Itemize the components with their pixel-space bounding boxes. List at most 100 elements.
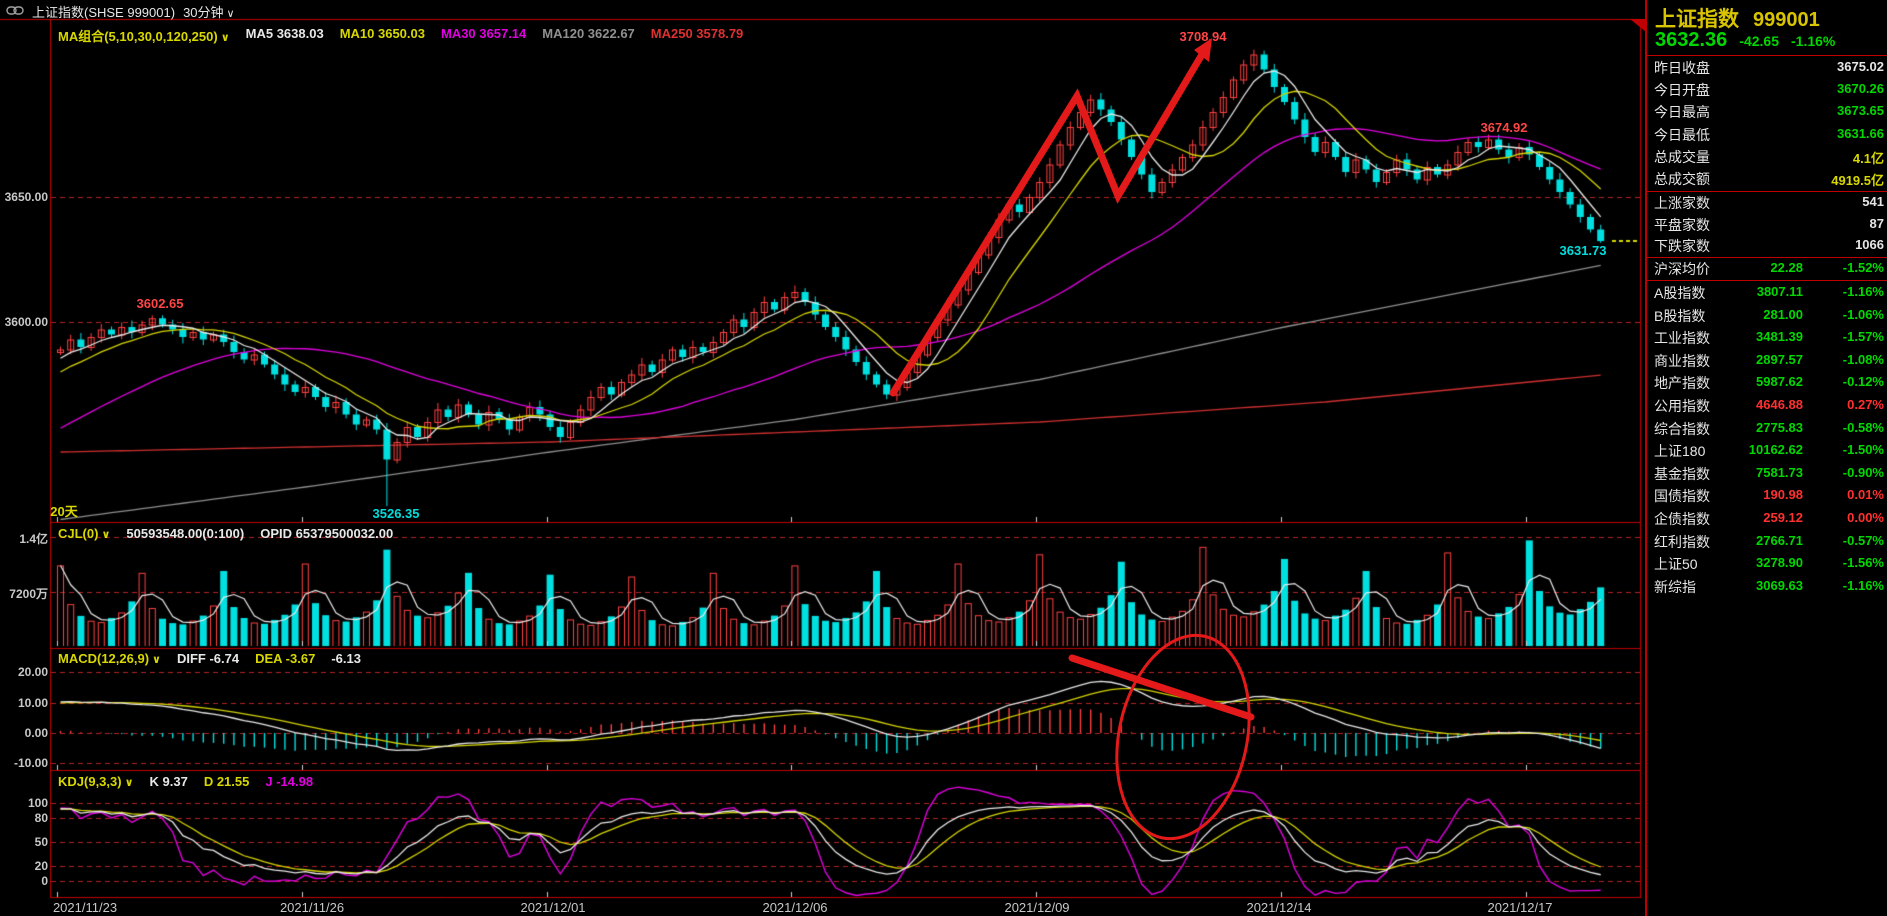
axis-tick-label: 20 <box>34 859 48 873</box>
chart-annotation: 3526.35 <box>372 506 420 521</box>
title-bar: 上证指数(SHSE 999001) 30分钟 ∨ <box>6 2 235 21</box>
index-row[interactable]: 红利指数 2766.71 -0.57% <box>1647 532 1887 554</box>
row-label: 沪深均价 <box>1654 261 1710 277</box>
index-row[interactable]: 综合指数 2775.83 -0.58% <box>1647 419 1887 441</box>
count-row: 上涨家数 541 <box>1647 193 1887 214</box>
row-percent: -1.52% <box>1842 260 1884 275</box>
panel-separator <box>1647 280 1887 281</box>
row-value: 22.28 <box>1770 260 1803 275</box>
indicator-value: MA10 3650.03 <box>339 26 425 41</box>
row-percent: -1.56% <box>1842 555 1884 571</box>
row-value: 541 <box>1862 194 1884 209</box>
indicator-value: D 21.55 <box>203 774 250 789</box>
cjl-indicator-dropdown[interactable]: CJL(0) ∨ <box>58 526 111 541</box>
row-label: 昨日收盘 <box>1654 60 1710 76</box>
row-value: 5987.62 <box>1756 374 1803 390</box>
axis-tick-label: 0 <box>41 874 48 888</box>
index-row[interactable]: 基金指数 7581.73 -0.90% <box>1647 464 1887 486</box>
kdj-indicator-dropdown[interactable]: KDJ(9,3,3) ∨ <box>58 774 134 789</box>
date-label: 2021/12/17 <box>1487 900 1553 915</box>
row-label: 总成交量 <box>1654 148 1710 165</box>
quote-panel: 上证指数 999001 3632.36 -42.65 -1.16% 昨日收盘 367… <box>1630 0 1887 916</box>
price-change-pct: -1.16% <box>1791 33 1836 49</box>
row-label: 今日最高 <box>1654 104 1710 121</box>
row-value: 1066 <box>1855 237 1884 252</box>
index-row[interactable]: 国债指数 190.98 0.01% <box>1647 486 1887 508</box>
row-value: 2775.83 <box>1756 419 1803 435</box>
row-value: 3069.63 <box>1756 577 1803 593</box>
quote-symbol-name: 上证指数 999001 <box>1655 8 1820 31</box>
date-label: 2021/12/06 <box>762 900 828 915</box>
row-value: 4.1亿 <box>1852 150 1884 166</box>
chevron-down-icon: ∨ <box>124 777 134 789</box>
row-value: 259.12 <box>1763 510 1803 525</box>
index-row[interactable]: B股指数 281.00 -1.06% <box>1647 306 1887 328</box>
axis-tick-label: 3650.00 <box>4 190 48 204</box>
summary-row: 今日最低 3631.66 <box>1647 125 1887 147</box>
row-label: 上证50 <box>1654 556 1698 573</box>
chart-annotation: 20天 <box>50 504 78 519</box>
summary-row: 今日开盘 3670.26 <box>1647 80 1887 102</box>
chart-annotation: 3708.94 <box>1179 29 1227 44</box>
row-value: 190.98 <box>1763 487 1803 503</box>
row-value: 2766.71 <box>1756 532 1803 548</box>
axis-tick-label: 0.00 <box>24 726 48 740</box>
summary-row: 总成交量 4.1亿 <box>1647 147 1887 169</box>
row-label: 今日最低 <box>1654 126 1710 143</box>
indicator-value: MA30 3657.14 <box>440 26 527 41</box>
row-label: 地产指数 <box>1654 375 1710 392</box>
row-percent: -1.57% <box>1842 329 1884 345</box>
row-value: 4646.88 <box>1756 397 1803 412</box>
index-row[interactable]: 工业指数 3481.39 -1.57% <box>1647 328 1887 350</box>
index-row[interactable]: 新综指 3069.63 -1.16% <box>1647 577 1887 599</box>
row-percent: -0.57% <box>1842 532 1884 548</box>
macd-indicator-dropdown[interactable]: MACD(12,26,9) ∨ <box>58 651 161 666</box>
row-value: 3631.66 <box>1837 125 1884 141</box>
axis-tick-label: 20.00 <box>17 665 48 679</box>
index-row[interactable]: 地产指数 5987.62 -0.12% <box>1647 373 1887 395</box>
chart-annotation: 3674.92 <box>1480 120 1528 135</box>
indicator-value: MA250 3578.79 <box>650 26 744 41</box>
row-value: 3675.02 <box>1837 59 1884 74</box>
panel-separator <box>1647 191 1887 192</box>
row-label: 上涨家数 <box>1654 195 1710 211</box>
ma-group-dropdown[interactable]: MA组合(5,10,30,0,120,250) ∨ <box>58 29 230 44</box>
kdj-header-row: KDJ(9,3,3) ∨ K 9.37 D 21.55 J -14.98 <box>58 774 313 789</box>
indicator-value: OPID 65379500032.00 <box>260 526 394 541</box>
chevron-down-icon: ∨ <box>220 32 230 44</box>
indicator-value: K 9.37 <box>149 774 188 789</box>
index-row[interactable]: 上证50 3278.90 -1.56% <box>1647 554 1887 576</box>
index-row[interactable]: A股指数 3807.11 -1.16% <box>1647 283 1887 305</box>
row-label: A股指数 <box>1654 285 1706 301</box>
row-percent: -1.06% <box>1842 306 1884 322</box>
count-row: 下跌家数 1066 <box>1647 236 1887 257</box>
row-value: 281.00 <box>1763 306 1803 322</box>
row-label: 国债指数 <box>1654 488 1710 505</box>
row-label: 今日开盘 <box>1654 82 1710 99</box>
row-percent: -0.58% <box>1842 419 1884 435</box>
index-row[interactable]: 公用指数 4646.88 0.27% <box>1647 396 1887 418</box>
link-icon[interactable] <box>6 4 24 19</box>
date-label: 2021/12/01 <box>520 900 586 915</box>
indicator-value: 50593548.00(0:100) <box>126 526 245 541</box>
row-percent: -0.90% <box>1842 464 1884 480</box>
row-label: B股指数 <box>1654 307 1706 324</box>
last-price: 3632.36 <box>1655 29 1728 51</box>
macd-header-row: MACD(12,26,9) ∨ DIFF -6.74 DEA -3.67 -6.13 <box>58 651 361 666</box>
quote-price-row: 3632.36 -42.65 -1.16% <box>1655 29 1835 52</box>
index-row[interactable]: 商业指数 2897.57 -1.08% <box>1647 351 1887 373</box>
axis-tick-label: 1.4亿 <box>19 532 48 546</box>
summary-row: 今日最高 3673.65 <box>1647 102 1887 124</box>
row-label: 平盘家数 <box>1654 216 1710 233</box>
index-row[interactable]: 企债指数 259.12 0.00% <box>1647 509 1887 531</box>
indicator-value: MA5 3638.03 <box>245 26 324 41</box>
row-value: 3673.65 <box>1837 103 1884 119</box>
row-label: 商业指数 <box>1654 352 1710 369</box>
timeframe-selector[interactable]: 30分钟 ∨ <box>183 5 235 20</box>
chevron-down-icon: ∨ <box>226 8 235 20</box>
panel-separator <box>1647 55 1887 56</box>
axis-tick-label: 7200万 <box>9 587 48 601</box>
index-row[interactable]: 上证180 10162.62 -1.50% <box>1647 441 1887 463</box>
quote-symbol-code: 999001 <box>1753 9 1820 31</box>
